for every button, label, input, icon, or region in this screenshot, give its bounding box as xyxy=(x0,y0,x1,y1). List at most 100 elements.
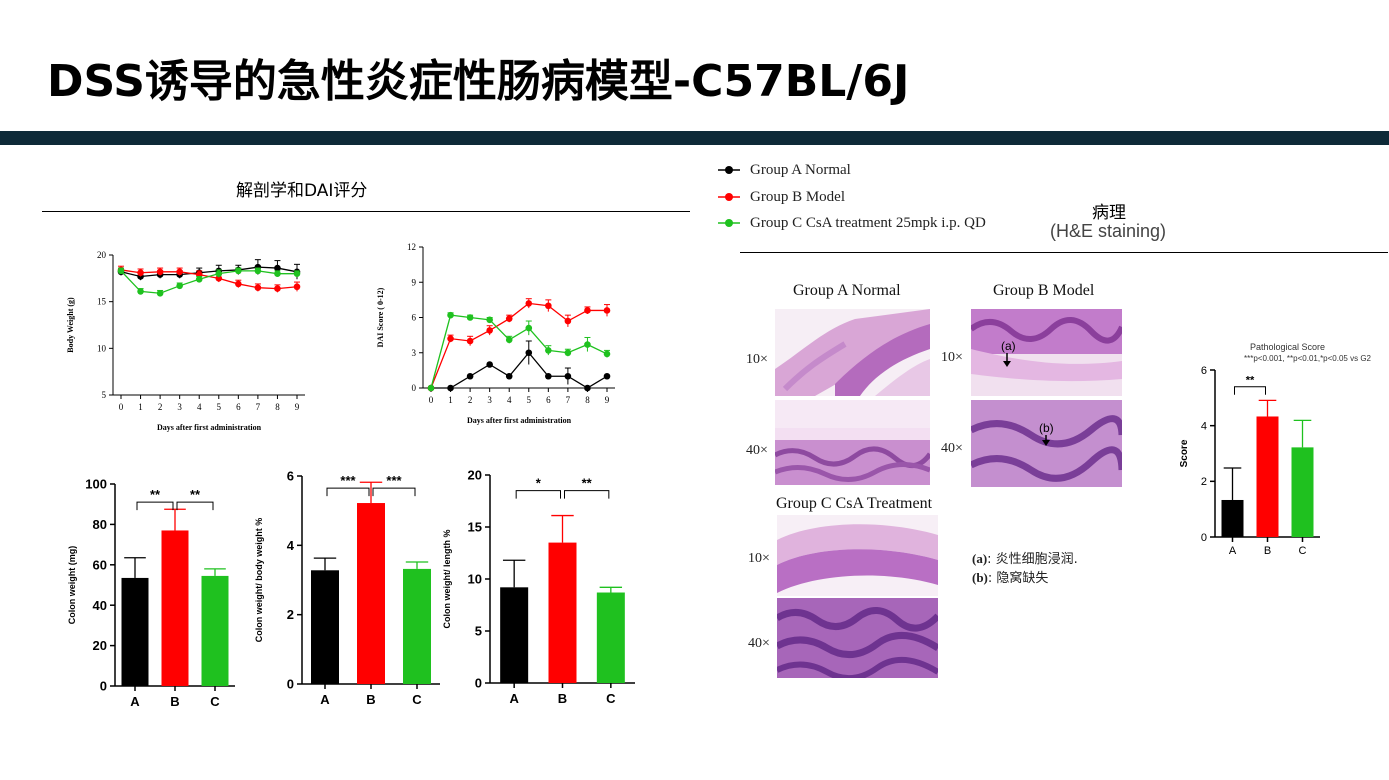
data-point xyxy=(584,384,591,392)
series-line xyxy=(430,314,608,389)
series-line xyxy=(120,270,297,294)
title-divider-bar xyxy=(0,131,1389,145)
arrow-down-icon xyxy=(1042,440,1050,446)
y-tick-label: 60 xyxy=(93,557,107,572)
data-point xyxy=(603,350,611,358)
x-tick-label: C xyxy=(1299,545,1307,557)
pathology-rule xyxy=(740,252,1388,253)
y-tick-label: 20 xyxy=(468,468,482,483)
y-tick-label: 4 xyxy=(287,538,295,553)
x-tick-label: B xyxy=(170,694,179,709)
chart-title: Pathological Score xyxy=(1250,342,1325,352)
data-point xyxy=(486,316,493,324)
legend-item-group-a: Group A Normal xyxy=(718,160,851,180)
bar xyxy=(1291,447,1314,537)
significance-label: ** xyxy=(582,476,593,491)
marker-a-label: (a) xyxy=(1001,339,1016,353)
data-point xyxy=(274,264,281,272)
significance-label: ** xyxy=(190,487,201,502)
data-point xyxy=(505,315,513,322)
significance-label: *** xyxy=(340,473,356,488)
y-axis-label: Colon weight/ length % xyxy=(442,530,452,629)
legend-label: Group B Model xyxy=(750,188,845,205)
significance-bracket xyxy=(136,501,174,511)
y-tick-label: 20 xyxy=(97,250,107,260)
y-tick-label: 20 xyxy=(93,638,107,653)
significance-bracket xyxy=(326,487,370,497)
y-tick-label: 6 xyxy=(412,313,417,323)
data-point xyxy=(486,327,493,334)
data-point xyxy=(603,307,611,314)
histology-image-a-40x xyxy=(775,400,930,485)
x-tick-label: B xyxy=(366,692,375,707)
x-tick-label: 9 xyxy=(605,395,610,405)
legend-item-group-b: Group B Model xyxy=(718,187,845,207)
data-point xyxy=(505,336,513,344)
x-tick-label: 0 xyxy=(429,395,434,405)
bar xyxy=(161,530,189,686)
x-tick-label: 0 xyxy=(119,402,124,412)
x-tick-label: 8 xyxy=(585,395,590,405)
significance-bracket xyxy=(372,487,416,497)
y-tick-label: 0 xyxy=(1201,532,1207,544)
x-tick-label: 1 xyxy=(138,402,143,412)
x-tick-label: 1 xyxy=(448,395,453,405)
data-point xyxy=(293,283,301,291)
series-line xyxy=(431,351,608,389)
y-tick-label: 0 xyxy=(412,383,417,393)
bar xyxy=(548,542,577,683)
data-point xyxy=(447,311,454,319)
data-point xyxy=(137,269,144,277)
x-tick-label: 6 xyxy=(236,402,241,412)
data-point xyxy=(545,372,552,380)
histology-label-group-c: Group C CsA Treatment xyxy=(776,495,933,512)
y-tick-label: 4 xyxy=(1201,421,1207,433)
data-point xyxy=(137,288,144,295)
x-tick-label: C xyxy=(606,691,616,706)
x-tick-label: A xyxy=(320,692,330,707)
significance-bracket xyxy=(564,490,610,499)
bar xyxy=(500,587,529,683)
data-point xyxy=(156,268,164,276)
data-point xyxy=(545,347,552,354)
y-tick-label: 10 xyxy=(468,572,482,587)
bar xyxy=(311,570,339,684)
data-point xyxy=(545,302,552,310)
y-axis-label: Body Weight (g) xyxy=(66,297,75,353)
x-tick-label: 7 xyxy=(566,395,571,405)
x-tick-label: B xyxy=(558,691,567,706)
arrow-down-icon xyxy=(1003,361,1011,367)
histology-image-c-40x xyxy=(777,598,938,678)
histology-label-group-b: Group B Model xyxy=(993,282,1095,299)
y-tick-label: 2 xyxy=(287,607,294,622)
x-tick-label: 4 xyxy=(197,402,202,412)
x-tick-label: A xyxy=(130,694,140,709)
histology-image-b-10x: (a) xyxy=(971,309,1122,396)
anatomy-heading: 解剖学和DAI评分 xyxy=(236,181,368,201)
body-weight-chart: 5 10 15 20 0 1 2 3 4 5 6 7 8 9 Days after first admini… xyxy=(66,250,305,432)
y-tick-label: 6 xyxy=(1201,365,1207,377)
data-point xyxy=(603,372,611,380)
y-tick-label: 15 xyxy=(97,297,107,307)
bar xyxy=(201,575,229,686)
x-axis-label: Days after first administration xyxy=(157,423,262,432)
y-axis-label: Colon weight (mg) xyxy=(67,546,77,625)
histology-image-c-10x xyxy=(777,515,938,596)
data-point xyxy=(176,282,183,290)
x-tick-label: 4 xyxy=(507,395,512,405)
y-axis-label: Colon weight/ body weight % xyxy=(255,518,264,643)
significance-bracket xyxy=(1234,386,1266,395)
note-a: (a): 炎性细胞浸润. xyxy=(972,551,1078,567)
bar xyxy=(1221,499,1244,537)
data-point xyxy=(117,267,125,275)
data-point xyxy=(486,361,493,368)
y-tick-label: 0 xyxy=(287,677,294,692)
data-point xyxy=(235,280,242,288)
y-axis-label: DAI Score ( 0-12) xyxy=(376,287,385,347)
x-tick-label: C xyxy=(210,694,220,709)
data-point xyxy=(427,384,435,392)
y-tick-label: 40 xyxy=(93,598,107,613)
data-point xyxy=(176,268,183,276)
y-tick-label: 80 xyxy=(93,517,107,532)
